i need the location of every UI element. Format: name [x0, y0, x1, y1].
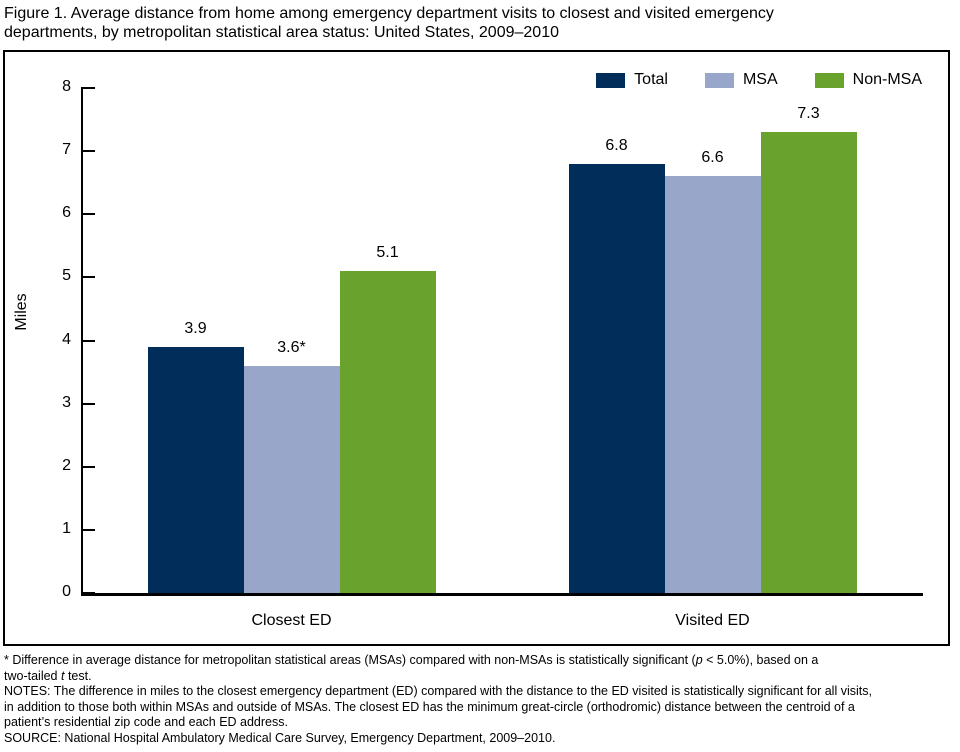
y-tick	[81, 276, 95, 279]
y-tick-label: 5	[62, 267, 71, 285]
bar-value-label-total-closest-ed: 3.9	[184, 319, 207, 337]
footnote-line-2: two-tailed t test.	[4, 668, 92, 683]
bar-total-visited-ed	[568, 163, 665, 593]
legend-item-msa: MSA	[704, 71, 778, 89]
y-tick-label: 3	[62, 393, 71, 411]
legend-swatch-non-msa	[814, 72, 844, 88]
chart-area: Miles Total MSA Non-MSA 0 1 2 3 4 5 6 7 8 3.9 3.6* 5.…	[5, 52, 948, 644]
y-tick-label: 1	[62, 519, 71, 537]
y-tick-label: 4	[62, 330, 71, 348]
y-tick	[81, 213, 95, 216]
y-tick	[81, 402, 95, 405]
y-tick-label: 7	[62, 141, 71, 159]
bar-msa-visited-ed	[664, 176, 761, 593]
bar-non-msa-closest-ed	[339, 271, 436, 593]
figure-title-line-1: Figure 1. Average distance from home amo…	[4, 5, 774, 22]
y-tick-label: 8	[62, 78, 71, 95]
y-tick-label: 0	[62, 583, 71, 600]
footnote-line-3: NOTES: The difference in miles to the cl…	[4, 684, 872, 698]
footnote-line-4: in addition to those both within MSAs an…	[4, 699, 855, 714]
bar-msa-closest-ed	[243, 365, 340, 593]
bar-value-label-msa-closest-ed: 3.6*	[277, 338, 306, 356]
y-tick	[81, 465, 95, 468]
bar-value-label-total-visited-ed: 6.8	[605, 136, 628, 154]
x-category-label-visited-ed: Visited ED	[675, 612, 750, 629]
footnote-line-6: SOURCE: National Hospital Ambulatory Med…	[4, 730, 556, 745]
legend-item-non-msa: Non-MSA	[814, 71, 922, 89]
legend-label-non-msa: Non-MSA	[852, 71, 922, 88]
y-tick	[81, 150, 95, 153]
legend-swatch-msa	[704, 72, 734, 88]
y-tick-label: 2	[62, 456, 71, 474]
figure-title: Figure 1. Average distance from home amo…	[4, 4, 954, 42]
chart-box: Miles Total MSA Non-MSA 0 1 2 3 4 5 6 7 8 3.9 3.6* 5.…	[3, 50, 950, 646]
bar-value-label-non-msa-closest-ed: 5.1	[376, 244, 399, 262]
bar-non-msa-visited-ed	[760, 132, 857, 593]
legend-label-total: Total	[634, 71, 668, 88]
legend-item-total: Total	[596, 71, 668, 89]
footnotes: * Difference in average distance for met…	[4, 653, 958, 746]
y-tick-label: 6	[62, 204, 71, 222]
y-tick	[81, 87, 95, 89]
legend-swatch-total	[596, 72, 626, 88]
x-axis-line	[81, 593, 923, 596]
legend: Total MSA Non-MSA	[596, 71, 922, 89]
y-tick	[81, 339, 95, 342]
y-tick	[81, 528, 95, 531]
footnote-line-5: patient’s residential zip code and each …	[4, 715, 288, 729]
figure-title-line-2: departments, by metropolitan statistical…	[4, 24, 559, 41]
footnote-line-1: * Difference in average distance for met…	[4, 653, 819, 667]
legend-label-msa: MSA	[742, 71, 778, 88]
bar-total-closest-ed	[147, 346, 244, 593]
x-category-label-closest-ed: Closest ED	[251, 612, 332, 629]
bar-value-label-msa-visited-ed: 6.6	[701, 149, 724, 167]
bar-value-label-non-msa-visited-ed: 7.3	[797, 105, 820, 123]
